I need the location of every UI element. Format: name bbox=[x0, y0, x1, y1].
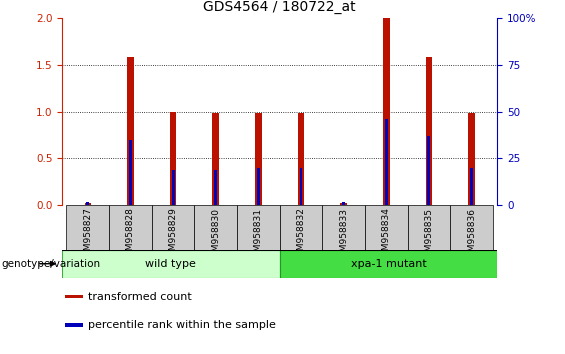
Bar bbox=[383, 18, 389, 205]
Bar bbox=[322, 205, 365, 250]
Bar bbox=[65, 295, 84, 298]
Text: GSM958834: GSM958834 bbox=[382, 207, 391, 262]
Bar bbox=[426, 57, 432, 205]
Text: transformed count: transformed count bbox=[88, 291, 192, 302]
Bar bbox=[109, 205, 152, 250]
Bar bbox=[170, 112, 176, 205]
Bar bbox=[468, 113, 475, 205]
Bar bbox=[127, 57, 133, 205]
Bar bbox=[172, 170, 175, 205]
Bar bbox=[365, 205, 407, 250]
Bar bbox=[298, 113, 304, 205]
Bar bbox=[385, 119, 388, 205]
Bar bbox=[86, 201, 89, 205]
Bar bbox=[341, 204, 347, 205]
Text: GSM958829: GSM958829 bbox=[168, 207, 177, 262]
Bar bbox=[450, 205, 493, 250]
Bar bbox=[129, 139, 132, 205]
Text: GSM958832: GSM958832 bbox=[297, 207, 306, 262]
Bar bbox=[67, 205, 109, 250]
Bar bbox=[65, 323, 84, 327]
Text: GSM958830: GSM958830 bbox=[211, 207, 220, 263]
Bar bbox=[62, 250, 280, 278]
Text: GSM958831: GSM958831 bbox=[254, 207, 263, 263]
Bar bbox=[255, 113, 262, 205]
Bar bbox=[470, 168, 473, 205]
Text: xpa-1 mutant: xpa-1 mutant bbox=[350, 259, 427, 269]
Bar bbox=[299, 168, 302, 205]
Bar bbox=[212, 113, 219, 205]
Bar bbox=[152, 205, 194, 250]
Bar bbox=[428, 136, 431, 205]
Bar bbox=[257, 168, 260, 205]
Bar bbox=[237, 205, 280, 250]
Bar bbox=[342, 201, 345, 205]
Text: genotype/variation: genotype/variation bbox=[1, 259, 100, 269]
Text: GSM958827: GSM958827 bbox=[83, 207, 92, 262]
Text: wild type: wild type bbox=[145, 259, 197, 269]
Bar bbox=[85, 204, 91, 205]
Bar bbox=[280, 250, 497, 278]
Text: GSM958828: GSM958828 bbox=[126, 207, 135, 262]
Bar bbox=[194, 205, 237, 250]
Text: GSM958836: GSM958836 bbox=[467, 207, 476, 263]
Bar bbox=[280, 205, 322, 250]
Text: GSM958835: GSM958835 bbox=[424, 207, 433, 263]
Title: GDS4564 / 180722_at: GDS4564 / 180722_at bbox=[203, 0, 356, 14]
Text: percentile rank within the sample: percentile rank within the sample bbox=[88, 320, 276, 330]
Bar bbox=[407, 205, 450, 250]
Bar bbox=[214, 170, 217, 205]
Text: GSM958833: GSM958833 bbox=[339, 207, 348, 263]
